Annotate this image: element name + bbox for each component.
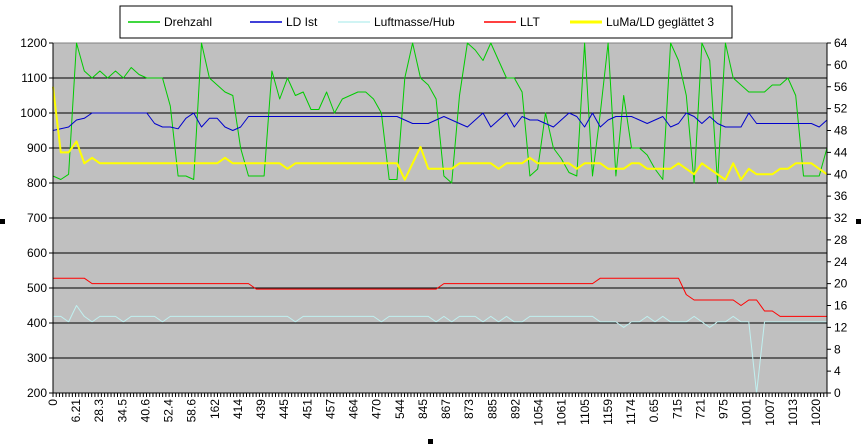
y-right-tick-label: 64 bbox=[834, 36, 848, 50]
y-right-tick-label: 40 bbox=[834, 167, 848, 181]
x-tick-label: 40.6 bbox=[138, 399, 152, 423]
x-tick-label: 845 bbox=[416, 399, 430, 419]
x-tick-label: 1174 bbox=[624, 399, 638, 425]
y-right-tick-label: 24 bbox=[834, 255, 848, 269]
x-tick-label: 58.6 bbox=[185, 399, 199, 423]
resize-handle[interactable] bbox=[428, 439, 433, 444]
y-right-tick-label: 0 bbox=[834, 386, 841, 400]
x-tick-label: 445 bbox=[277, 399, 291, 419]
y-left-tick-label: 400 bbox=[27, 316, 47, 330]
x-tick-label: 1061 bbox=[555, 399, 569, 426]
y-right-tick-label: 52 bbox=[834, 102, 848, 116]
x-tick-label: 457 bbox=[323, 399, 337, 419]
gridlines bbox=[53, 77, 827, 359]
legend-label-luftmasse-hub: Luftmasse/Hub bbox=[374, 15, 455, 29]
series-line-llt bbox=[53, 277, 827, 317]
y-right-tick-label: 8 bbox=[834, 342, 841, 356]
resize-handle[interactable] bbox=[856, 219, 861, 224]
y-right-tick-label: 56 bbox=[834, 80, 848, 94]
y-right-tick-label: 32 bbox=[834, 211, 848, 225]
series-layer bbox=[52, 42, 828, 394]
y-left-tick-label: 900 bbox=[27, 141, 47, 155]
y-left-tick-label: 700 bbox=[27, 211, 47, 225]
y-right-tick-label: 4 bbox=[834, 364, 841, 378]
y-left-tick-label: 200 bbox=[27, 386, 47, 400]
x-tick-label: 975 bbox=[717, 399, 731, 419]
x-tick-label: 721 bbox=[693, 399, 707, 419]
x-tick-label: 414 bbox=[231, 399, 245, 419]
y-right-tick-label: 44 bbox=[834, 145, 848, 159]
y-left-tick-label: 1200 bbox=[20, 36, 47, 50]
y-left-tick-label: 600 bbox=[27, 246, 47, 260]
series-line-drehzahl bbox=[52, 42, 828, 184]
y-right-tick-label: 20 bbox=[834, 277, 848, 291]
y-right-tick-label: 16 bbox=[834, 299, 848, 313]
legend-label-luma-ld-gegl-ttet-3: LuMa/LD geglättet 3 bbox=[606, 15, 714, 29]
x-tick-label: 451 bbox=[300, 399, 314, 419]
y-right-tick-label: 12 bbox=[834, 320, 848, 334]
y-left-tick-label: 500 bbox=[27, 281, 47, 295]
y-right-tick-label: 36 bbox=[834, 189, 848, 203]
legend-box bbox=[119, 5, 733, 39]
x-tick-label: 1007 bbox=[763, 399, 777, 426]
y-left-tick-label: 800 bbox=[27, 176, 47, 190]
resize-handle[interactable] bbox=[0, 219, 5, 224]
y-left-tick-label: 300 bbox=[27, 351, 47, 365]
x-tick-label: 6.21 bbox=[69, 399, 83, 423]
x-tick-label: 1054 bbox=[532, 399, 546, 426]
x-tick-label: 464 bbox=[347, 399, 361, 419]
x-tick-label: 34.5 bbox=[115, 399, 129, 423]
y-right-tick-label: 60 bbox=[834, 58, 848, 72]
x-tick-label: 1105 bbox=[578, 399, 592, 425]
x-tick-label: 439 bbox=[254, 399, 268, 419]
x-tick-label: 162 bbox=[208, 399, 222, 419]
x-tick-label: 0.65 bbox=[647, 399, 661, 423]
x-tick-label: 873 bbox=[462, 399, 476, 419]
series-line-luma-ld-gegl-ttet-3 bbox=[52, 86, 828, 181]
y-right-tick-label: 28 bbox=[834, 233, 848, 247]
legend-label-ld-ist: LD Ist bbox=[286, 15, 318, 29]
x-tick-label: 28.3 bbox=[92, 399, 106, 423]
x-tick-label: 1020 bbox=[809, 399, 823, 426]
x-tick-label: 867 bbox=[439, 399, 453, 419]
legend-label-drehzahl: Drehzahl bbox=[164, 15, 212, 29]
series-line-ld-ist bbox=[52, 112, 828, 131]
series-line-luftmasse-hub bbox=[53, 305, 827, 394]
y-right-tick-label: 48 bbox=[834, 124, 848, 138]
x-tick-label: 52.4 bbox=[162, 399, 176, 423]
x-tick-label: 1013 bbox=[786, 399, 800, 426]
y-left-tick-label: 1100 bbox=[21, 71, 47, 85]
x-tick-label: 0 bbox=[46, 399, 60, 406]
y-left-tick-label: 1000 bbox=[20, 106, 47, 120]
x-tick-label: 470 bbox=[370, 399, 384, 419]
x-axis: 0 6.21 28.3 34.5 40.6 52.4 58.6 162 414 439 445 451… bbox=[46, 392, 828, 426]
y-axis-left: 200 300 400 500 600 700 800 900 1000 1100 1200 bbox=[20, 36, 54, 400]
x-tick-label: 1159 bbox=[601, 399, 615, 425]
x-tick-label: 715 bbox=[670, 399, 684, 419]
legend-label-llt: LLT bbox=[520, 15, 540, 29]
x-tick-label: 885 bbox=[485, 399, 499, 419]
x-tick-label: 892 bbox=[508, 399, 522, 419]
x-tick-label: 1001 bbox=[740, 399, 754, 426]
legend: Drehzahl LD Ist Luftmasse/Hub LLT LuMa/LD ge… bbox=[119, 5, 733, 39]
x-tick-label: 544 bbox=[393, 399, 407, 419]
